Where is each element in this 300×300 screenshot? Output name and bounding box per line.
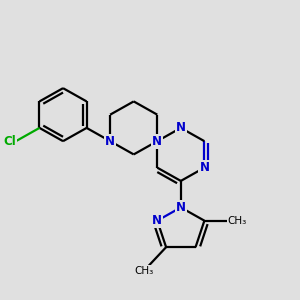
Text: N: N: [176, 122, 186, 134]
Text: N: N: [152, 135, 162, 148]
Text: N: N: [105, 135, 115, 148]
Text: CH₃: CH₃: [134, 266, 154, 276]
Text: N: N: [176, 201, 186, 214]
Text: N: N: [200, 161, 209, 174]
Text: CH₃: CH₃: [227, 216, 246, 226]
Text: N: N: [152, 214, 162, 227]
Text: Cl: Cl: [3, 135, 16, 148]
